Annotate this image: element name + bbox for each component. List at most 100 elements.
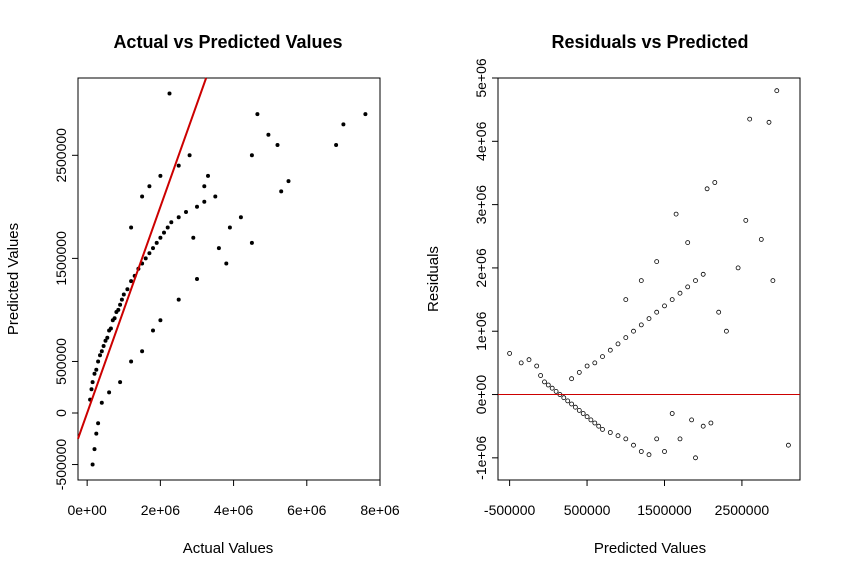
data-point <box>766 119 772 125</box>
data-point <box>553 388 559 394</box>
data-point <box>121 292 126 297</box>
data-point <box>685 240 691 246</box>
x-tick-label: 4e+06 <box>214 502 254 518</box>
data-point <box>154 240 159 245</box>
data-point <box>101 344 106 348</box>
x-tick-label: -500000 <box>484 502 536 518</box>
data-point <box>607 430 613 435</box>
data-point <box>584 363 590 369</box>
data-point <box>143 256 148 261</box>
data-point <box>129 225 134 230</box>
data-point <box>227 225 232 230</box>
data-point <box>118 302 123 307</box>
data-point <box>103 338 108 343</box>
data-point <box>92 447 97 452</box>
data-point <box>623 335 629 341</box>
y-axis-ticks: -500000 0 500000 1500000 2500000 <box>53 128 78 490</box>
data-point <box>704 186 710 192</box>
data-point <box>119 297 124 302</box>
data-point <box>158 235 163 240</box>
data-point <box>712 180 718 185</box>
x-tick-label: 500000 <box>564 502 611 518</box>
data-point <box>654 436 660 442</box>
data-point <box>693 278 698 284</box>
data-point <box>92 371 97 376</box>
actual-vs-predicted-panel: Actual vs Predicted Values 0e+00 2e+06 4e+… <box>5 32 400 557</box>
data-point <box>584 414 590 420</box>
data-point <box>565 398 571 404</box>
data-point <box>561 395 567 401</box>
data-point <box>158 173 163 178</box>
data-point <box>569 401 574 407</box>
data-point <box>600 354 605 360</box>
data-point <box>623 297 629 303</box>
data-points <box>88 91 368 467</box>
data-point <box>176 297 181 302</box>
x-tick-label: 0e+00 <box>67 502 107 518</box>
data-point <box>615 341 621 347</box>
data-point <box>677 290 683 296</box>
data-point <box>669 297 675 303</box>
data-point <box>615 433 621 439</box>
data-point <box>600 426 605 432</box>
data-point <box>94 367 99 372</box>
data-point <box>573 404 578 410</box>
y-tick-label: 5e+06 <box>473 58 489 98</box>
data-point <box>693 455 698 461</box>
x-tick-label: 2e+06 <box>141 502 181 518</box>
data-point <box>596 423 602 429</box>
data-point <box>151 328 155 333</box>
x-tick-label: 2500000 <box>715 502 770 518</box>
data-point <box>724 328 729 334</box>
data-point <box>279 189 284 194</box>
x-tick-label: 1500000 <box>637 502 692 518</box>
data-point <box>689 417 694 423</box>
data-point <box>758 236 764 242</box>
data-point <box>700 271 706 277</box>
data-point <box>786 442 791 448</box>
data-point <box>638 322 644 328</box>
data-point <box>685 284 691 290</box>
data-point <box>116 307 121 312</box>
data-points <box>507 88 791 461</box>
data-point <box>249 153 254 158</box>
data-point <box>569 376 574 382</box>
data-point <box>129 359 134 364</box>
data-point <box>592 360 598 366</box>
data-point <box>176 215 181 220</box>
y-tick-label: 0 <box>53 409 69 417</box>
data-point <box>187 153 192 158</box>
data-point <box>716 309 722 315</box>
data-point <box>125 287 130 292</box>
residuals-vs-predicted-panel: Residuals vs Predicted -500000 500000 1500… <box>425 32 801 557</box>
x-axis-label: Actual Values <box>183 540 274 557</box>
data-point <box>592 420 598 426</box>
data-point <box>224 261 229 266</box>
reference-line <box>77 77 208 440</box>
data-point <box>662 449 667 454</box>
data-point <box>580 411 586 416</box>
data-point <box>588 417 594 423</box>
data-point <box>526 357 532 363</box>
x-axis-ticks: -500000 500000 1500000 2500000 <box>484 480 769 518</box>
data-point <box>98 353 102 358</box>
data-point <box>576 407 582 413</box>
data-point <box>169 220 174 225</box>
data-point <box>743 217 749 223</box>
data-point <box>538 373 543 378</box>
data-point <box>654 309 660 315</box>
y-axis-label: Predicted Values <box>5 223 22 335</box>
data-point <box>341 122 346 127</box>
data-point <box>545 382 551 388</box>
data-point <box>147 251 152 256</box>
data-point <box>140 194 145 199</box>
data-point <box>266 132 271 137</box>
data-point <box>507 350 513 356</box>
data-point <box>108 326 113 331</box>
data-point <box>662 303 667 309</box>
data-point <box>542 379 547 385</box>
x-axis-label: Predicted Values <box>594 540 706 557</box>
data-point <box>669 411 675 416</box>
data-point <box>677 436 683 442</box>
